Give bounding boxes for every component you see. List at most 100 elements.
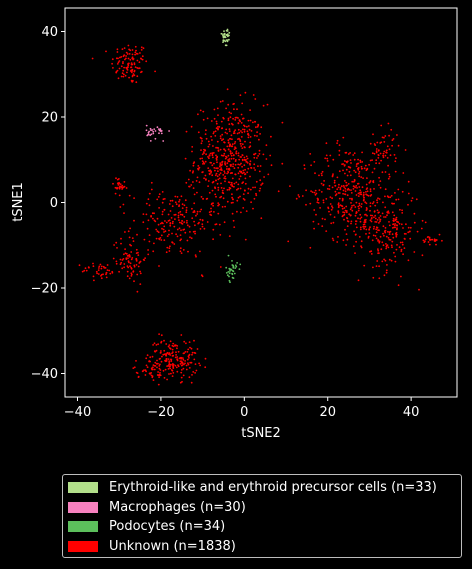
- data-point: [422, 239, 425, 242]
- data-point: [122, 62, 124, 65]
- data-point: [340, 185, 343, 188]
- data-point: [378, 240, 381, 243]
- data-point: [388, 231, 391, 234]
- data-point: [349, 152, 351, 154]
- data-point: [365, 191, 367, 193]
- data-point: [192, 187, 195, 190]
- data-point: [344, 151, 347, 154]
- data-point: [220, 120, 223, 123]
- data-point: [231, 143, 234, 146]
- data-point: [240, 136, 243, 138]
- data-point: [176, 345, 179, 347]
- data-point: [124, 252, 127, 255]
- data-point: [221, 163, 224, 166]
- data-point: [374, 235, 377, 237]
- data-point: [295, 197, 298, 200]
- data-point: [375, 237, 378, 240]
- data-point: [181, 207, 184, 210]
- data-point: [191, 150, 193, 153]
- data-point: [239, 140, 242, 143]
- data-point: [163, 349, 166, 352]
- data-point: [383, 150, 386, 153]
- x-tick-label: −20: [147, 405, 174, 420]
- data-point: [216, 175, 219, 178]
- data-point: [226, 165, 228, 168]
- data-point: [126, 71, 128, 74]
- data-point: [240, 130, 242, 132]
- data-point: [387, 237, 390, 239]
- data-point: [233, 167, 236, 170]
- data-point: [359, 217, 362, 220]
- data-point: [355, 163, 358, 166]
- data-point: [109, 272, 112, 275]
- data-point: [210, 207, 212, 210]
- data-point: [188, 353, 191, 356]
- data-point: [399, 241, 402, 244]
- data-point: [131, 80, 134, 83]
- data-point: [122, 55, 125, 58]
- data-point: [123, 212, 125, 215]
- data-point: [181, 203, 184, 206]
- data-point: [216, 107, 219, 110]
- data-point: [174, 364, 177, 367]
- data-point: [167, 213, 170, 216]
- data-point: [346, 225, 349, 228]
- data-point: [241, 102, 244, 105]
- data-point: [206, 221, 209, 223]
- data-point: [183, 228, 186, 231]
- data-point: [228, 128, 231, 131]
- data-point: [218, 223, 221, 226]
- data-point: [375, 226, 378, 229]
- data-point: [196, 213, 199, 215]
- data-point: [190, 184, 193, 186]
- data-point: [121, 184, 124, 187]
- data-point: [301, 195, 304, 197]
- data-point: [203, 227, 206, 230]
- data-point: [152, 250, 155, 253]
- data-point: [321, 225, 324, 228]
- data-point: [132, 367, 135, 369]
- data-point: [128, 194, 131, 197]
- data-point: [187, 178, 190, 181]
- data-point: [234, 163, 237, 166]
- data-point: [391, 144, 393, 147]
- data-point: [233, 130, 236, 133]
- data-point: [297, 194, 300, 196]
- x-axis-label: tSNE2: [241, 426, 281, 441]
- data-point: [176, 356, 179, 358]
- data-point: [329, 203, 332, 205]
- data-point: [360, 167, 363, 170]
- data-point: [230, 157, 233, 160]
- data-point: [427, 241, 430, 243]
- data-point: [360, 205, 363, 208]
- data-point: [240, 113, 243, 116]
- data-point: [383, 234, 385, 237]
- legend-swatch-macrophages: [68, 501, 98, 513]
- data-point: [196, 176, 199, 179]
- data-point: [150, 215, 153, 218]
- points-layer: [78, 28, 443, 386]
- data-point: [401, 243, 404, 246]
- data-point: [225, 272, 228, 274]
- data-point: [325, 198, 328, 200]
- data-point: [248, 128, 251, 131]
- data-point: [162, 198, 165, 201]
- data-point: [171, 348, 174, 351]
- data-point: [364, 225, 367, 228]
- data-point: [238, 131, 241, 134]
- data-point: [213, 162, 215, 165]
- data-point: [129, 58, 132, 61]
- data-point: [171, 351, 174, 353]
- data-point: [194, 224, 196, 227]
- data-point: [341, 199, 344, 202]
- data-point: [400, 250, 403, 253]
- data-point: [135, 49, 137, 52]
- data-point: [115, 260, 118, 263]
- data-point: [100, 273, 103, 276]
- data-point: [133, 197, 136, 200]
- data-point: [249, 141, 252, 144]
- data-point: [122, 186, 125, 189]
- y-tick-label: −20: [31, 281, 58, 296]
- data-point: [201, 219, 204, 222]
- data-point: [241, 154, 244, 156]
